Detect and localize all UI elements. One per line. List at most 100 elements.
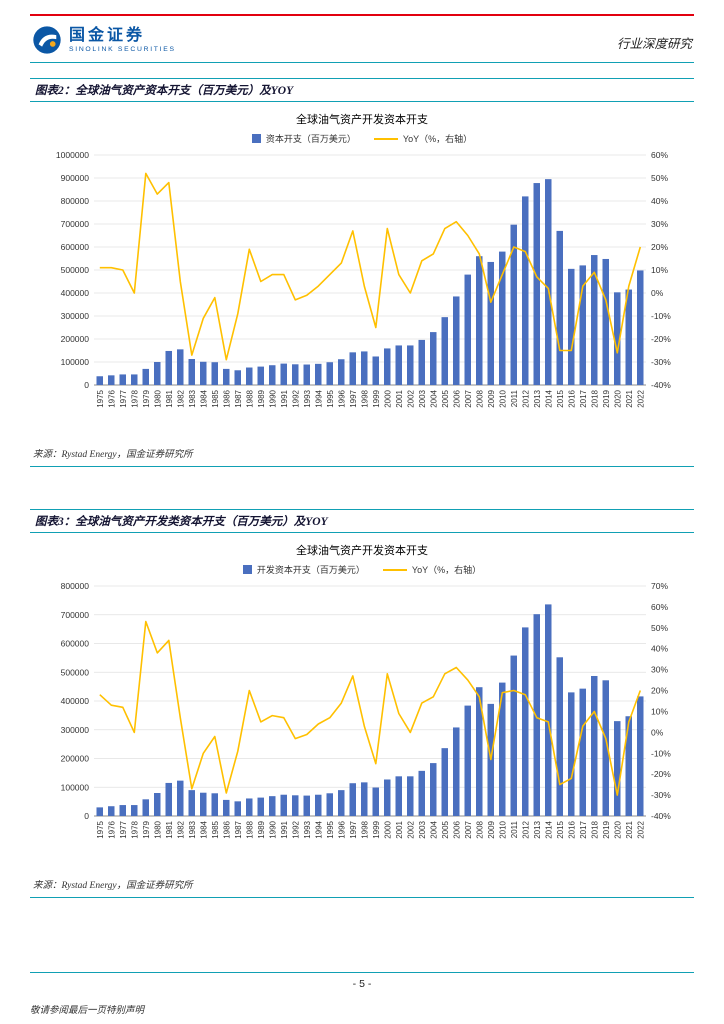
bar-2011 bbox=[510, 655, 517, 816]
right-axis-label: 30% bbox=[651, 665, 668, 675]
right-axis-label: 50% bbox=[651, 173, 668, 183]
left-axis-label: 800000 bbox=[61, 581, 90, 591]
left-axis-label: 700000 bbox=[61, 219, 90, 229]
x-axis-label: 2021 bbox=[625, 820, 634, 838]
x-axis-label: 2020 bbox=[614, 389, 623, 407]
bar-1981 bbox=[165, 350, 172, 385]
bar-2020 bbox=[614, 721, 621, 817]
line-legend-swatch bbox=[373, 137, 398, 140]
brand-logo-icon bbox=[33, 26, 61, 54]
figure-3-caption: 图表3：全球油气资产开发类资本开支（百万美元）及YOY bbox=[30, 509, 694, 533]
bar-1978 bbox=[131, 805, 138, 816]
x-axis-label: 1982 bbox=[176, 820, 185, 838]
bar-1992 bbox=[292, 364, 299, 385]
x-axis-label: 2018 bbox=[591, 820, 600, 838]
bar-1998 bbox=[361, 782, 368, 816]
line-legend-label: YoY（%，右轴） bbox=[411, 565, 482, 575]
footer-rule bbox=[30, 972, 694, 973]
x-axis-label: 2004 bbox=[429, 389, 438, 407]
bar-1976 bbox=[108, 806, 115, 816]
brand: 国金证券 SINOLINK SECURITIES bbox=[32, 25, 176, 55]
header-rule bbox=[30, 62, 694, 63]
bar-1985 bbox=[211, 793, 218, 816]
bar-2011 bbox=[510, 224, 517, 385]
x-axis-label: 2004 bbox=[429, 820, 438, 838]
x-axis-label: 2015 bbox=[556, 389, 565, 407]
x-axis-label: 1994 bbox=[314, 389, 323, 407]
bar-1983 bbox=[188, 790, 195, 817]
bar-legend-label: 开发资本开支（百万美元） bbox=[256, 565, 365, 575]
x-axis-label: 1995 bbox=[326, 389, 335, 407]
bar-2014 bbox=[545, 604, 552, 816]
figure-3: 图表3：全球油气资产开发类资本开支（百万美元）及YOY 全球油气资产开发资本开支… bbox=[30, 509, 694, 898]
x-axis-label: 2003 bbox=[418, 820, 427, 838]
bar-2005 bbox=[441, 317, 448, 385]
x-axis-label: 1990 bbox=[268, 820, 277, 838]
bar-1990 bbox=[269, 796, 276, 816]
x-axis-label: 1993 bbox=[303, 389, 312, 407]
bar-2013 bbox=[533, 183, 540, 385]
bar-1977 bbox=[119, 374, 126, 385]
x-axis-label: 2000 bbox=[383, 389, 392, 407]
bar-2021 bbox=[625, 716, 632, 816]
capex-chart: 0 100000 200000 300000 400000 500000 600000 700… bbox=[56, 150, 671, 408]
x-axis-label: 1983 bbox=[188, 820, 197, 838]
bar-1981 bbox=[165, 782, 172, 816]
bar-1982 bbox=[177, 780, 184, 816]
bar-1996 bbox=[338, 790, 345, 817]
chart-1-title: 全球油气资产开发资本开支 bbox=[296, 114, 428, 126]
bar-2003 bbox=[418, 770, 425, 816]
bar-2010 bbox=[499, 251, 506, 385]
bar-2016 bbox=[568, 692, 575, 817]
x-axis-label: 2020 bbox=[614, 820, 623, 838]
x-axis-label: 1989 bbox=[257, 820, 266, 838]
x-axis-label: 2009 bbox=[487, 820, 496, 838]
x-axis-label: 2000 bbox=[383, 820, 392, 838]
x-axis-label: 1997 bbox=[349, 389, 358, 407]
left-axis-label: 300000 bbox=[61, 311, 90, 321]
bar-2001 bbox=[395, 776, 402, 816]
bar-1987 bbox=[234, 370, 241, 385]
right-axis-label: 20% bbox=[651, 242, 668, 252]
right-axis-label: 10% bbox=[651, 706, 668, 716]
bar-2004 bbox=[430, 332, 437, 385]
line-legend-label: YoY（%，右轴） bbox=[402, 134, 473, 144]
left-axis-label: 0 bbox=[84, 811, 89, 821]
x-axis-label: 2007 bbox=[464, 820, 473, 838]
bar-2022 bbox=[637, 696, 644, 816]
left-axis-label: 200000 bbox=[61, 334, 90, 344]
bar-2012 bbox=[522, 196, 529, 385]
bar-2004 bbox=[430, 763, 437, 816]
x-axis-label: 1981 bbox=[165, 389, 174, 407]
x-axis-label: 2012 bbox=[521, 820, 530, 838]
x-axis-label: 1984 bbox=[199, 820, 208, 838]
left-axis-label: 800000 bbox=[61, 196, 90, 206]
x-axis-label: 1979 bbox=[142, 820, 151, 838]
figure-2: 图表2：全球油气资产资本开支（百万美元）及YOY 全球油气资产开发资本开支 资本… bbox=[30, 78, 694, 467]
line-legend-swatch bbox=[382, 568, 407, 571]
x-axis-label: 1998 bbox=[360, 389, 369, 407]
x-axis-label: 1975 bbox=[96, 820, 105, 838]
x-axis-label: 1985 bbox=[211, 820, 220, 838]
right-axis-label: -40% bbox=[651, 380, 671, 390]
bar-1989 bbox=[257, 797, 264, 816]
bar-2006 bbox=[453, 727, 460, 816]
x-axis-label: 1976 bbox=[108, 820, 117, 838]
bar-2020 bbox=[614, 292, 621, 385]
right-axis-label: -20% bbox=[651, 334, 671, 344]
bar-1986 bbox=[223, 368, 230, 385]
bar-2000 bbox=[384, 779, 391, 816]
bar-2019 bbox=[602, 258, 609, 385]
x-axis-label: 2011 bbox=[510, 820, 519, 838]
bar-1991 bbox=[280, 794, 287, 816]
left-axis-label: 500000 bbox=[61, 265, 90, 275]
x-axis-label: 2008 bbox=[475, 389, 484, 407]
left-axis-label: 100000 bbox=[61, 357, 90, 367]
x-axis-label: 1998 bbox=[360, 820, 369, 838]
left-axis-label: 100000 bbox=[61, 782, 90, 792]
left-axis-label: 1000000 bbox=[56, 150, 89, 160]
bar-2000 bbox=[384, 348, 391, 385]
figure-2-source: 来源：Rystad Energy，国金证券研究所 bbox=[33, 450, 193, 460]
right-axis-label: 70% bbox=[651, 581, 668, 591]
yoy-line bbox=[99, 620, 642, 796]
